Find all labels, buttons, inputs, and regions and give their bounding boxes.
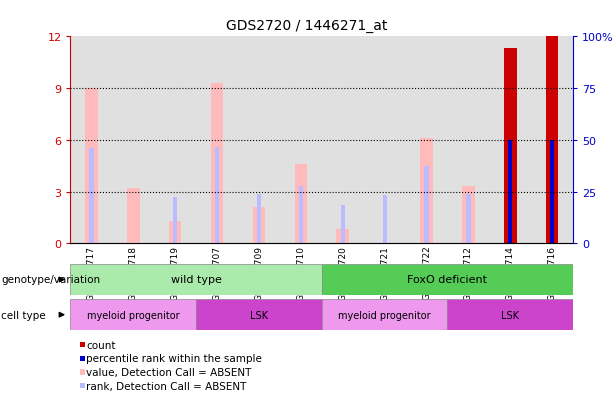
- Bar: [70, 264, 322, 295]
- Bar: [215, 148, 219, 244]
- Text: LSK: LSK: [250, 310, 268, 320]
- Text: GDS2720 / 1446271_at: GDS2720 / 1446271_at: [226, 19, 387, 33]
- Bar: [280, 37, 322, 244]
- Bar: [322, 264, 573, 295]
- Bar: [406, 37, 447, 244]
- Text: LSK: LSK: [501, 310, 519, 320]
- Bar: [322, 37, 364, 244]
- Bar: [489, 37, 531, 244]
- Bar: [322, 299, 447, 330]
- Text: genotype/variation: genotype/variation: [1, 275, 101, 285]
- Text: rank, Detection Call = ABSENT: rank, Detection Call = ABSENT: [86, 381, 246, 391]
- Text: myeloid progenitor: myeloid progenitor: [338, 310, 431, 320]
- Bar: [364, 37, 406, 244]
- Bar: [341, 206, 345, 244]
- Bar: [508, 140, 512, 244]
- Bar: [112, 37, 154, 244]
- Bar: [383, 195, 387, 244]
- Bar: [196, 37, 238, 244]
- Bar: [85, 89, 97, 244]
- Text: FoxO deficient: FoxO deficient: [408, 275, 487, 285]
- Bar: [531, 37, 573, 244]
- Bar: [196, 299, 322, 330]
- Text: count: count: [86, 340, 116, 350]
- Bar: [546, 37, 558, 244]
- Bar: [421, 139, 433, 244]
- Text: percentile rank within the sample: percentile rank within the sample: [86, 354, 262, 363]
- Bar: [173, 197, 177, 244]
- Bar: [466, 194, 471, 244]
- Bar: [504, 49, 517, 244]
- Bar: [238, 37, 280, 244]
- Bar: [550, 140, 554, 244]
- Bar: [169, 221, 181, 244]
- Bar: [424, 166, 428, 244]
- Bar: [462, 187, 474, 244]
- Bar: [447, 299, 573, 330]
- Bar: [257, 194, 261, 244]
- Bar: [211, 83, 223, 244]
- Bar: [337, 230, 349, 244]
- Bar: [70, 37, 112, 244]
- Bar: [89, 149, 94, 244]
- Text: cell type: cell type: [1, 310, 46, 320]
- Text: myeloid progenitor: myeloid progenitor: [87, 310, 180, 320]
- Bar: [295, 164, 307, 244]
- Bar: [70, 299, 196, 330]
- Text: value, Detection Call = ABSENT: value, Detection Call = ABSENT: [86, 367, 251, 377]
- Bar: [127, 189, 140, 244]
- Bar: [447, 37, 489, 244]
- Bar: [299, 187, 303, 244]
- Bar: [154, 37, 196, 244]
- Text: wild type: wild type: [171, 275, 221, 285]
- Bar: [253, 207, 265, 244]
